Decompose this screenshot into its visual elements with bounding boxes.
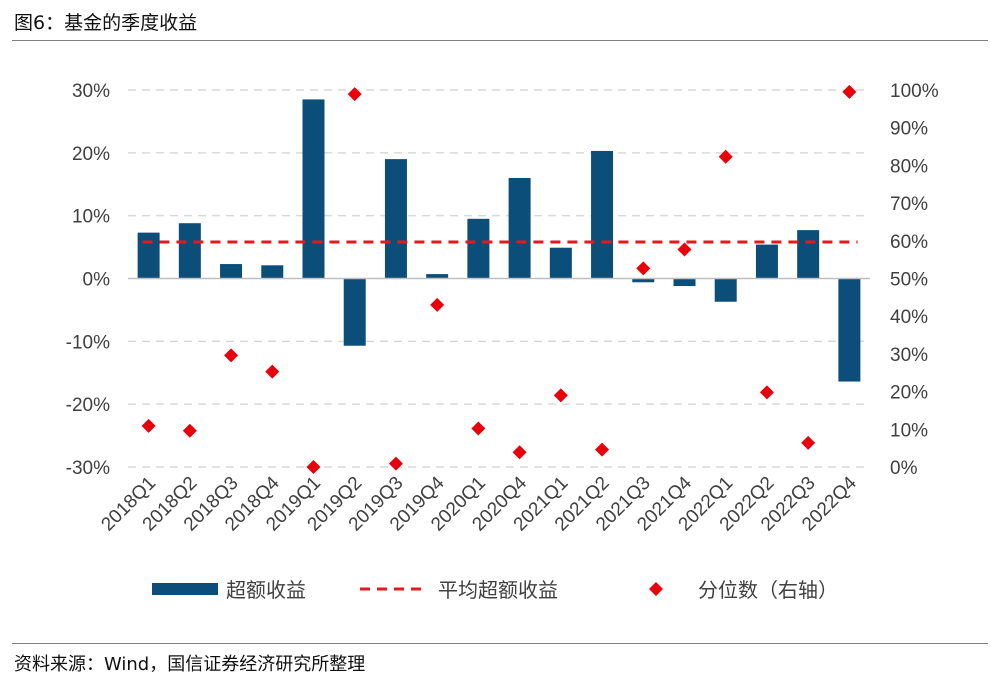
y-left-tick-label: 0% <box>83 270 111 291</box>
bar-excess-return <box>302 99 325 279</box>
y-right-tick-label: 80% <box>890 156 928 177</box>
source-note: 资料来源：Wind，国信证券经济研究所整理 <box>14 654 366 675</box>
y-right-tick-label: 10% <box>890 420 928 441</box>
percentile-marker <box>512 445 527 460</box>
percentile-marker <box>801 435 816 450</box>
chart-title: 图6：基金的季度收益 <box>14 12 198 34</box>
chart-area: -30% -20% -10% 0% 10% 20% 30% 0% 10% 20% 30% 40% 50%… <box>66 81 939 602</box>
y-left-tick-label: 20% <box>72 144 110 165</box>
y-left-tick-label: 30% <box>72 81 110 102</box>
y-left-tick-label: -30% <box>66 458 110 479</box>
bar-excess-return <box>508 177 531 279</box>
y-left-tick-label: -20% <box>66 395 110 416</box>
percentile-marker <box>265 364 280 379</box>
bar-excess-return <box>673 278 696 287</box>
y-right-tick-label: 60% <box>890 232 928 253</box>
legend-label-bar: 超额收益 <box>226 578 306 602</box>
percentile-marker <box>347 87 362 102</box>
percentile-marker <box>224 348 239 363</box>
bar-excess-return <box>755 244 778 279</box>
y-left-tick-label: -10% <box>66 332 110 353</box>
percentile-marker <box>759 385 774 400</box>
y-right-tick-label: 100% <box>890 81 939 102</box>
bar-excess-return <box>549 247 572 279</box>
percentile-marker <box>636 261 651 276</box>
bar-excess-return <box>178 223 201 279</box>
percentile-marker <box>677 242 692 257</box>
bar-excess-return <box>797 230 820 279</box>
legend-label-percentile: 分位数（右轴） <box>698 578 838 602</box>
footer-divider <box>12 643 988 644</box>
percentile-marker <box>430 297 445 312</box>
percentile-marker <box>842 84 857 99</box>
percentile-marker <box>471 421 486 436</box>
title-divider <box>12 40 988 41</box>
y-right-tick-label: 30% <box>890 345 928 366</box>
y-right-tick-label: 40% <box>890 307 928 328</box>
y-right-tick-label: 70% <box>890 194 928 215</box>
legend-swatch-diamond <box>649 582 663 596</box>
percentile-marker <box>182 423 197 438</box>
legend-label-avg: 平均超额收益 <box>438 578 558 602</box>
bar-excess-return <box>220 264 243 279</box>
y-left-tick-label: 10% <box>72 207 110 228</box>
bar-excess-return <box>632 278 655 283</box>
bar-excess-return <box>137 232 160 279</box>
percentile-marker <box>141 418 156 433</box>
percentile-marker <box>595 442 610 457</box>
y-right-tick-label: 50% <box>890 270 928 291</box>
bar-excess-return <box>838 278 861 382</box>
percentile-marker <box>306 460 321 474</box>
bar-excess-return <box>714 278 737 302</box>
percentile-marker <box>718 149 733 164</box>
percentile-marker <box>553 388 568 403</box>
bar-excess-return <box>591 150 614 279</box>
bar-excess-return <box>343 278 366 346</box>
percentile-marker <box>388 456 403 471</box>
bar-excess-return <box>261 265 284 279</box>
y-right-tick-label: 20% <box>890 383 928 404</box>
bar-excess-return <box>467 218 490 279</box>
y-right-tick-label: 0% <box>890 458 918 479</box>
bar-excess-return <box>384 159 407 279</box>
bar-excess-return <box>426 274 449 279</box>
y-right-tick-label: 90% <box>890 119 928 140</box>
legend-swatch-bar <box>152 583 218 595</box>
